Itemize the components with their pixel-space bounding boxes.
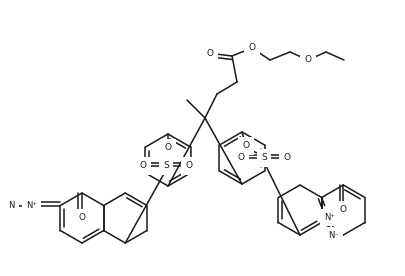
- Text: O: O: [339, 206, 346, 214]
- Text: O: O: [237, 153, 244, 163]
- Text: N⁺: N⁺: [26, 201, 37, 210]
- Text: O: O: [185, 161, 192, 171]
- Text: N: N: [8, 201, 15, 210]
- Text: O: O: [139, 161, 146, 171]
- Text: O: O: [164, 144, 171, 153]
- Text: O: O: [283, 153, 290, 163]
- Text: N⁻: N⁻: [328, 231, 338, 240]
- Text: O: O: [78, 214, 85, 222]
- Text: O: O: [242, 142, 249, 150]
- Text: N⁺: N⁺: [324, 213, 334, 222]
- Text: O: O: [206, 49, 213, 59]
- Text: O: O: [248, 44, 255, 52]
- Text: S: S: [260, 153, 266, 163]
- Text: S: S: [163, 161, 168, 171]
- Text: O: O: [304, 55, 311, 65]
